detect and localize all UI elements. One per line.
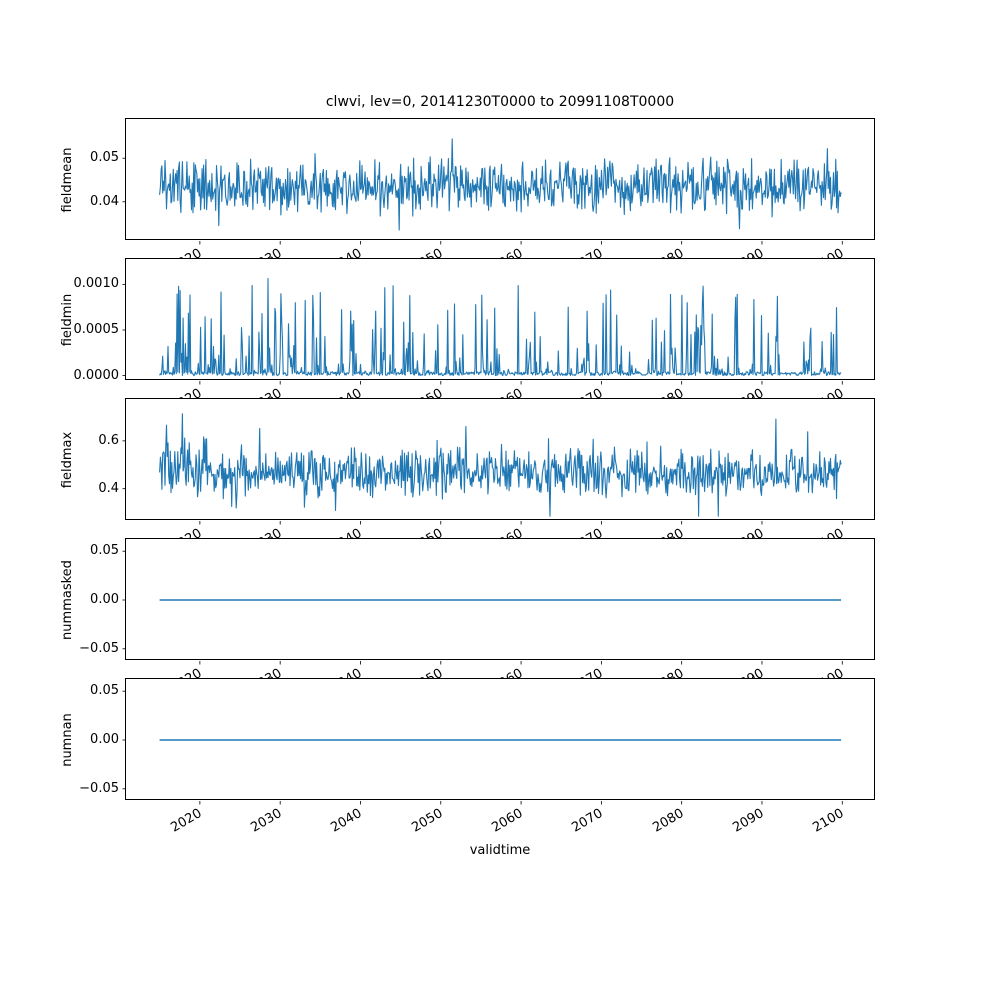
y-tick-label: 0.00 — [90, 592, 119, 607]
y-tick-label: 0.0000 — [73, 367, 120, 383]
y-axis-label-fieldmean: fieldmean — [60, 147, 75, 213]
y-tick-label: 0.0005 — [73, 322, 120, 337]
fieldmean-line-plot — [122, 138, 843, 245]
y-tick-label: 0.05 — [90, 543, 119, 559]
y-tick-label: −0.05 — [79, 780, 119, 796]
subplot-fieldmin: fieldmin 2020203020402050206020702080209… — [60, 258, 875, 416]
y-tick-label: −0.05 — [79, 640, 119, 656]
chart-title: clwvi, lev=0, 20141230T0000 to 20991108T… — [325, 94, 675, 110]
fieldmax-line-plot — [122, 413, 843, 525]
numnan-line-plot — [122, 690, 843, 805]
y-tick-label: 0.00 — [90, 732, 119, 747]
fieldmin-line-plot — [122, 277, 843, 385]
fieldmin-series-line — [159, 277, 842, 377]
subplot-nummasked: nummasked 202020302040205020602070208020… — [60, 538, 875, 696]
fieldmean-series-line — [159, 138, 842, 231]
y-tick-label: 0.05 — [90, 150, 119, 166]
subplot-numnan: numnan 2020 2030 2040 2050 2060 2070 2080 2090 2… — [60, 678, 875, 836]
y-tick-label: 0.05 — [90, 683, 119, 699]
y-tick-label: 0.6 — [98, 432, 119, 448]
y-tick-label: 0.04 — [90, 193, 119, 209]
y-tick-label: 0.4 — [98, 480, 119, 496]
nummasked-line-plot — [122, 550, 843, 665]
y-axis-label-fieldmax: fieldmax — [60, 431, 75, 489]
subplot-fieldmean: fieldmean 202020302040205020602070208020… — [60, 118, 875, 276]
subplot-fieldmax: fieldmax 2020203020402050206020702080209… — [60, 398, 875, 556]
y-tick-label: 0.0010 — [73, 276, 120, 292]
fieldmax-series-line — [159, 413, 842, 517]
x-axis-label: validtime — [469, 843, 531, 858]
